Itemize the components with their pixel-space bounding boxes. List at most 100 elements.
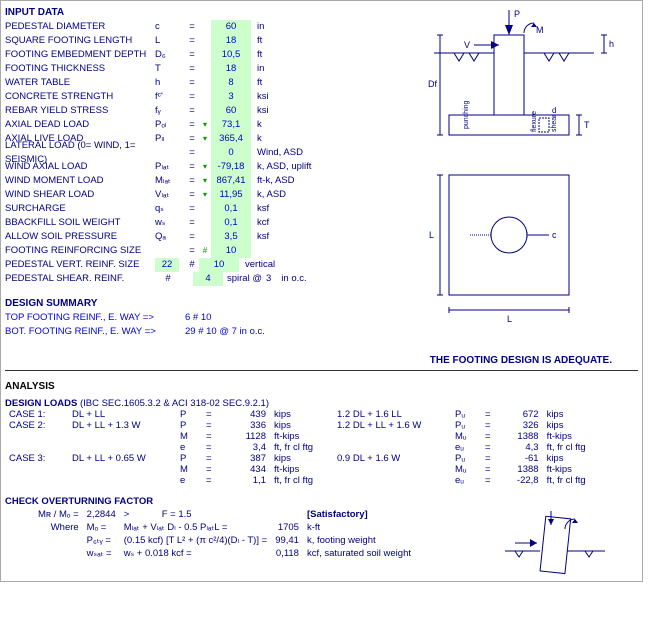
input-row: SURCHARGEqₛ= 0,1ksf [5,202,404,216]
row-value[interactable]: 0 [211,146,251,160]
row-unit: vertical [239,258,335,272]
row-unit: in [251,62,347,76]
equals-sign: = [185,160,199,174]
row-unit: ksf [251,202,347,216]
overturning-diagram [485,507,625,577]
row-label: PEDESTAL DIAMETER [5,20,155,34]
row-label: ALLOW SOIL PRESSURE [5,230,155,244]
svg-text:c: c [552,230,557,240]
svg-text:L: L [507,314,512,324]
overturning-table: Mʀ / Mₒ =2,2844 >F = 1.5 [Satisfactory] … [5,507,416,561]
equals-sign: = [185,174,199,188]
summary-row: BOT. FOOTING REINF., E. WAY =>29 # 10 @ … [5,325,404,339]
row-value: 10 [199,258,239,272]
row-value[interactable]: 0,1 [211,216,251,230]
equals-sign: = [185,62,199,76]
row-value[interactable]: 10,5 [211,48,251,62]
row-symbol: D₆ [155,48,185,62]
row-symbol: Qₐ [155,230,185,244]
row-value[interactable]: 0,1 [211,202,251,216]
row-value[interactable]: 10 [211,244,251,258]
equals-sign: = [185,216,199,230]
row-label: PEDESTAL SHEAR. REINF. [5,272,161,286]
row-symbol: T [155,62,185,76]
row-value[interactable]: 365,4 [211,132,251,146]
equals-sign: = [185,118,199,132]
summary-value: 6 # 10 [185,311,211,325]
row-unit: Wind, ASD [251,146,347,160]
footing-elevation-diagram: P M V h Df d punching flexure shear T [404,5,634,165]
svg-text:V: V [464,40,470,50]
row-symbol: qₛ [155,202,185,216]
row-label: SQUARE FOOTING LENGTH [5,34,155,48]
equals-sign: = [185,146,199,160]
row-unit: ksi [251,90,347,104]
row-unit: ksf [251,230,347,244]
input-row: SQUARE FOOTING LENGTHL=18ft [5,34,404,48]
equals-sign: = [185,34,199,48]
row-label: WIND AXIAL LOAD [5,160,155,174]
svg-text:T: T [584,120,590,130]
row-unit: k, ASD [251,188,347,202]
summary-row: TOP FOOTING REINF., E. WAY =>6 # 10 [5,311,404,325]
row-unit2: in o.c. [271,272,306,286]
row-unit: kcf [251,216,347,230]
row-symbol: Vₗₐₜ [155,188,185,202]
summary-value: 29 # 10 @ 7 in o.c. [185,325,265,339]
row-label: WIND SHEAR LOAD [5,188,155,202]
row-unit: ft [251,76,347,90]
row-value[interactable]: 3,5 [211,230,251,244]
row-label: SURCHARGE [5,202,155,216]
row-value[interactable]: 73,1 [211,118,251,132]
svg-text:punching: punching [463,100,470,129]
input-row: FOOTING REINFORCING SIZE=#10 [5,244,404,258]
row-value: 4 [193,272,223,286]
adequate-text: THE FOOTING DESIGN IS ADEQUATE. [404,355,638,366]
input-row: WIND SHEAR LOADVₗₐₜ=▾11,95k, ASD [5,188,404,202]
equals-sign: = [185,90,199,104]
row-value[interactable]: 3 [211,90,251,104]
row-unit: ft [251,34,347,48]
svg-text:h: h [609,39,614,49]
row-label: FOOTING REINFORCING SIZE [5,244,155,258]
row-symbol: h [155,76,185,90]
footing-plan-diagram: c L L [404,165,634,345]
case-row: M=434ft-kipsMᵤ=1388ft-kips [5,464,590,475]
row-value[interactable]: 11,95 [211,188,251,202]
input-data-heading: INPUT DATA [5,7,404,18]
row-value[interactable]: 18 [211,62,251,76]
summary-label: BOT. FOOTING REINF., E. WAY => [5,325,185,339]
row-value[interactable]: -79,18 [211,160,251,174]
row-unit: ft-k, ASD [251,174,347,188]
row-unit: k, ASD, uplift [251,160,347,174]
row-unit: ksi [251,104,347,118]
row-label: AXIAL DEAD LOAD [5,118,155,132]
pedestal-vert-row: PEDESTAL VERT. REINF. SIZE 22 # 10 verti… [5,258,404,272]
summary-label: TOP FOOTING REINF., E. WAY => [5,311,185,325]
dropdown-icon: ▾ [199,132,211,146]
equals-sign: = [185,230,199,244]
input-row: CONCRETE STRENGTHfᶜ'=3ksi [5,90,404,104]
check-overturning-heading: CHECK OVERTURNING FACTOR [5,496,638,507]
row-value[interactable]: 867,41 [211,174,251,188]
row-value[interactable]: 60 [211,20,251,34]
svg-text:P: P [514,9,520,19]
dropdown-icon: # [199,244,211,258]
equals-sign: = [185,20,199,34]
equals-sign: = [185,104,199,118]
row-symbol: Mₗₐₜ [155,174,185,188]
separator [5,370,638,371]
row-label: WIND MOMENT LOAD [5,174,155,188]
dropdown-icon: ▾ [199,188,211,202]
design-summary-heading: DESIGN SUMMARY [5,298,404,309]
equals-sign: = [185,202,199,216]
svg-text:Df: Df [428,79,437,89]
row-value[interactable]: 60 [211,104,251,118]
row-value[interactable]: 18 [211,34,251,48]
case-row: CASE 2:DL + LL + 1.3 WP=336kips1.2 DL + … [5,420,590,431]
row-symbol: fᶜ' [155,90,185,104]
svg-text:flexure: flexure [531,111,538,132]
svg-text:shear: shear [551,114,558,132]
row-label: BBACKFILL SOIL WEIGHT [5,216,155,230]
row-value[interactable]: 8 [211,76,251,90]
